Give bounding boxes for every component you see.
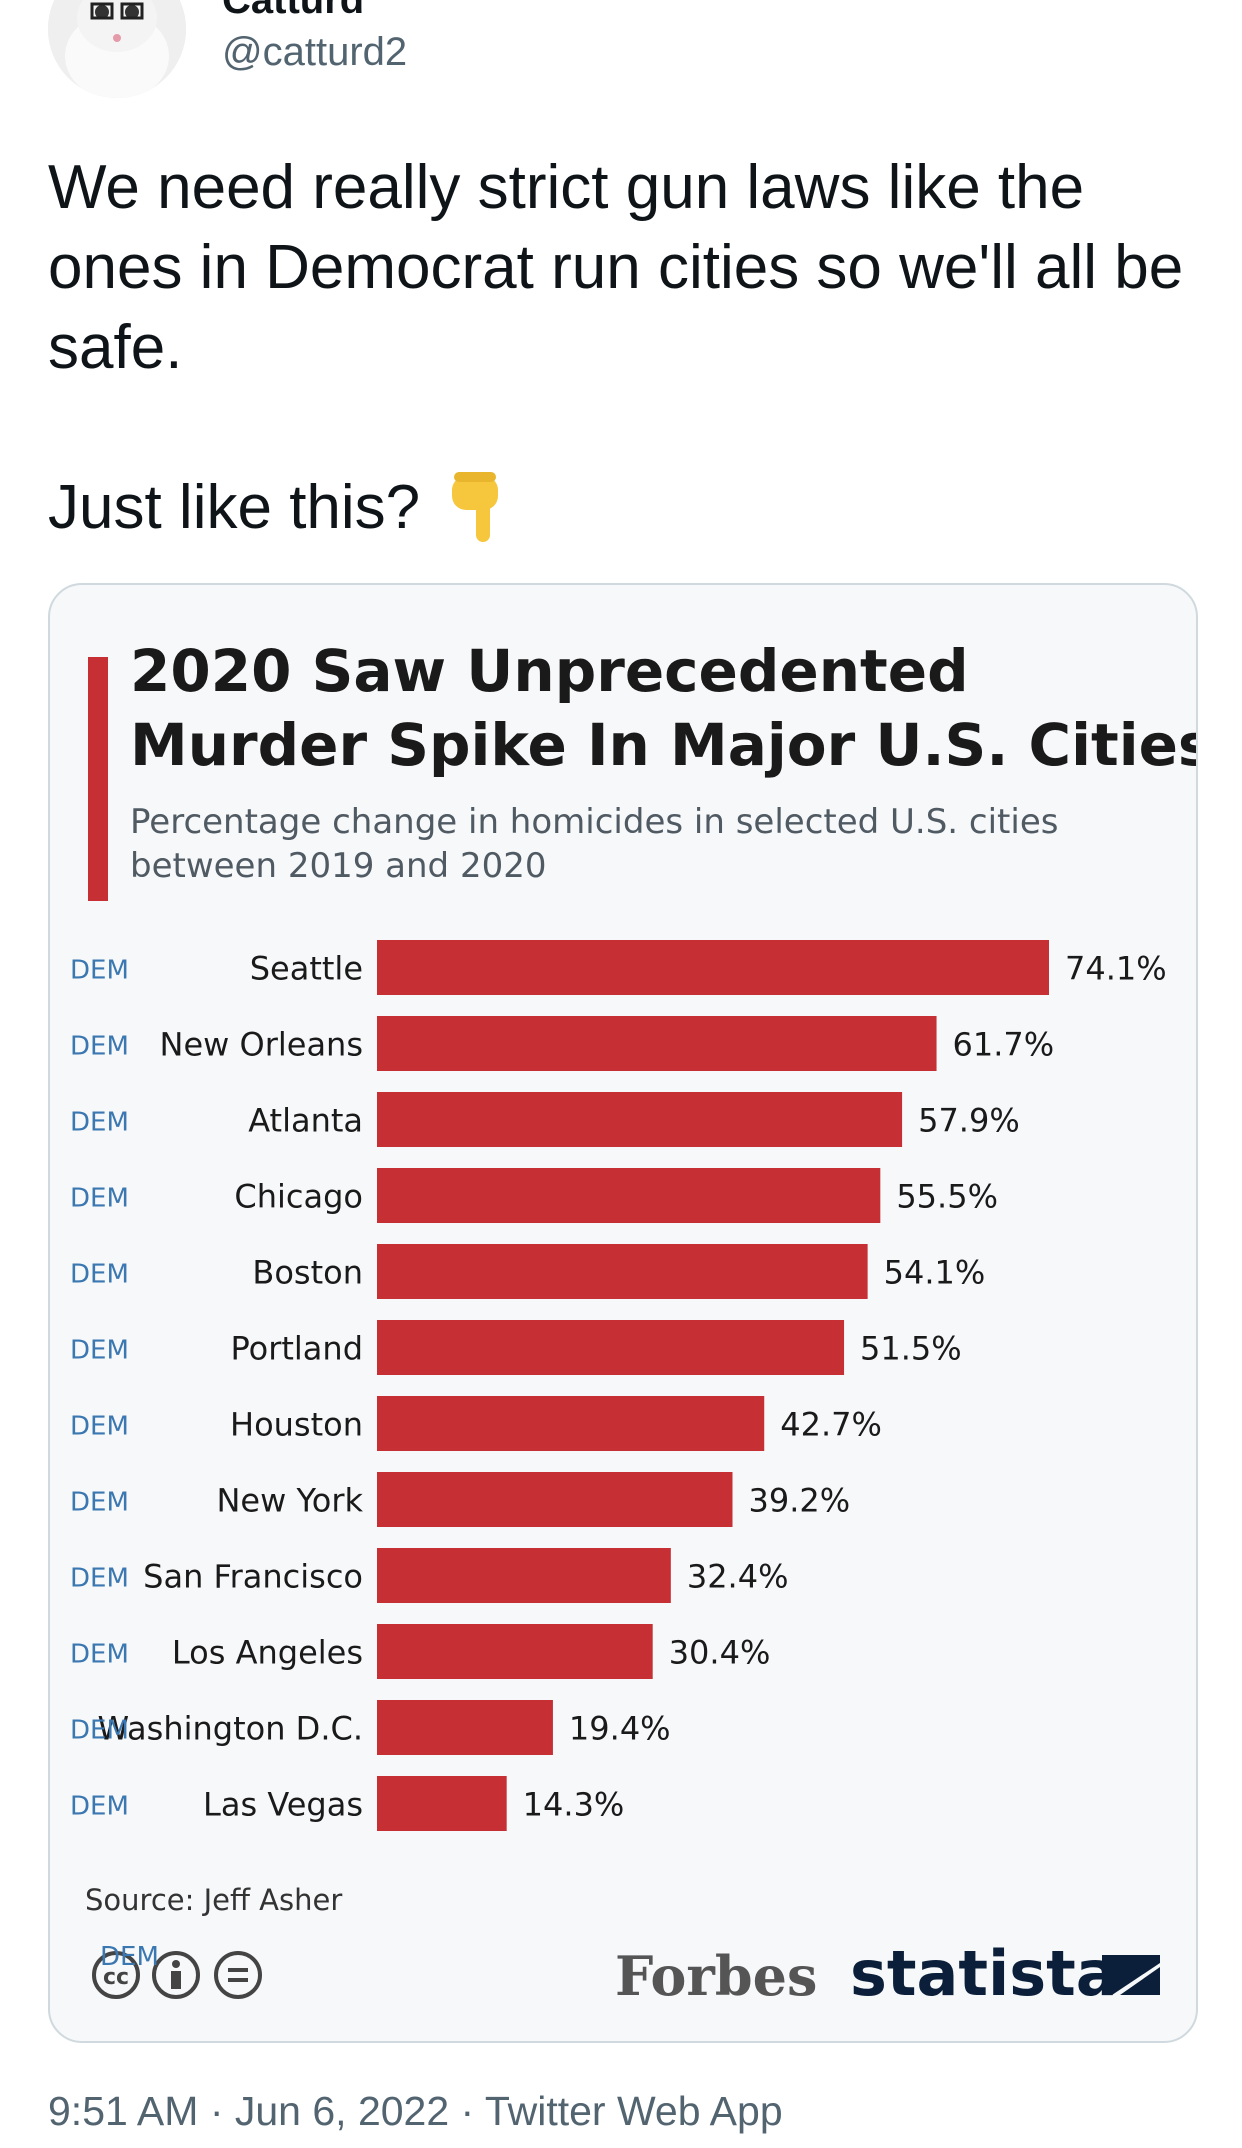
value-label: 42.7%	[780, 1406, 882, 1444]
category-label: Las Vegas	[203, 1786, 363, 1824]
bar-boston	[377, 1244, 868, 1299]
avatar[interactable]	[48, 0, 186, 98]
party-label: DEM	[70, 1792, 129, 1822]
party-label: DEM	[70, 956, 129, 986]
chart-subtitle-line-2: between 2019 and 2020	[130, 846, 546, 886]
tweet-line-1: We need really strict gun laws like the …	[48, 153, 1184, 382]
pointing-down-emoji-icon	[446, 468, 512, 548]
category-label: Boston	[252, 1254, 363, 1292]
party-label: DEM	[70, 1032, 129, 1062]
bars-group: Seattle 74.1% DEM New Orleans 61.7% DEM Atlant…	[70, 940, 1167, 1831]
category-label: Portland	[230, 1330, 363, 1368]
bar-new-york	[377, 1472, 733, 1527]
party-label: DEM	[70, 1488, 129, 1518]
statista-logo-icon	[1102, 1955, 1160, 1995]
tweet-line-2-text: Just like this?	[48, 473, 421, 542]
bar-los-angeles	[377, 1624, 653, 1679]
title-accent-bar	[88, 657, 108, 901]
value-label: 39.2%	[748, 1482, 850, 1520]
value-label: 57.9%	[918, 1102, 1020, 1140]
chart-subtitle-line-1: Percentage change in homicides in select…	[130, 802, 1058, 842]
category-label: Los Angeles	[172, 1634, 363, 1672]
tweet-author[interactable]: Catturd @catturd2	[48, 0, 648, 110]
user-handle[interactable]: @catturd2	[222, 30, 408, 74]
value-label: 30.4%	[669, 1634, 771, 1672]
category-label: Atlanta	[248, 1102, 363, 1140]
chart-image-card[interactable]: 2020 Saw Unprecedented Murder Spike In M…	[48, 583, 1198, 2043]
license-dem-overlay: DEM	[100, 1942, 159, 1972]
value-label: 74.1%	[1065, 950, 1167, 988]
statista-logo: statista	[850, 1937, 1118, 2010]
bar-portland	[377, 1320, 845, 1375]
category-label: Houston	[230, 1406, 363, 1444]
forbes-logo: Forbes	[615, 1944, 817, 2008]
creative-commons-icon: cc	[92, 1951, 140, 1999]
category-label: New Orleans	[160, 1026, 363, 1064]
party-label: DEM	[70, 1184, 129, 1214]
bar-las-vegas	[377, 1776, 507, 1831]
tweet-line-2: Just like this?	[48, 468, 1198, 548]
party-label: DEM	[70, 1412, 129, 1442]
party-label: DEM	[70, 1564, 129, 1594]
value-label: 55.5%	[896, 1178, 998, 1216]
bar-san-francisco	[377, 1548, 671, 1603]
chart-source: Source: Jeff Asher	[85, 1883, 342, 1917]
value-label: 61.7%	[953, 1026, 1055, 1064]
category-label: San Francisco	[143, 1558, 363, 1596]
party-label: DEM	[70, 1716, 129, 1746]
bar-houston	[377, 1396, 765, 1451]
bar-washington-d-c-	[377, 1700, 553, 1755]
chart-title-line-2: Murder Spike In Major U.S. Cities	[130, 711, 1196, 779]
value-label: 54.1%	[884, 1254, 986, 1292]
value-label: 19.4%	[569, 1710, 671, 1748]
party-label: DEM	[70, 1108, 129, 1138]
category-label: Chicago	[234, 1178, 363, 1216]
value-label: 51.5%	[860, 1330, 962, 1368]
bar-atlanta	[377, 1092, 903, 1147]
bar-seattle	[377, 940, 1049, 995]
tweet-text: We need really strict gun laws like the …	[48, 148, 1198, 548]
value-label: 14.3%	[523, 1786, 625, 1824]
svg-text:cc: cc	[103, 1965, 129, 1990]
bar-chicago	[377, 1168, 881, 1223]
bar-new-orleans	[377, 1016, 937, 1071]
chart-title-line-1: 2020 Saw Unprecedented	[130, 637, 969, 705]
attribution-icon	[152, 1951, 200, 1999]
category-label: Washington D.C.	[97, 1710, 363, 1748]
tweet-timestamp[interactable]: 9:51 AM · Jun 6, 2022 · Twitter Web App	[48, 2088, 783, 2134]
party-label: DEM	[70, 1640, 129, 1670]
category-label: New York	[216, 1482, 363, 1520]
category-label: Seattle	[250, 950, 363, 988]
value-label: 32.4%	[687, 1558, 789, 1596]
chart-svg: 2020 Saw Unprecedented Murder Spike In M…	[70, 637, 1196, 2010]
party-label: DEM	[70, 1260, 129, 1290]
party-label: DEM	[70, 1336, 129, 1366]
display-name[interactable]: Catturd	[222, 0, 365, 22]
no-derivatives-icon	[214, 1951, 262, 1999]
